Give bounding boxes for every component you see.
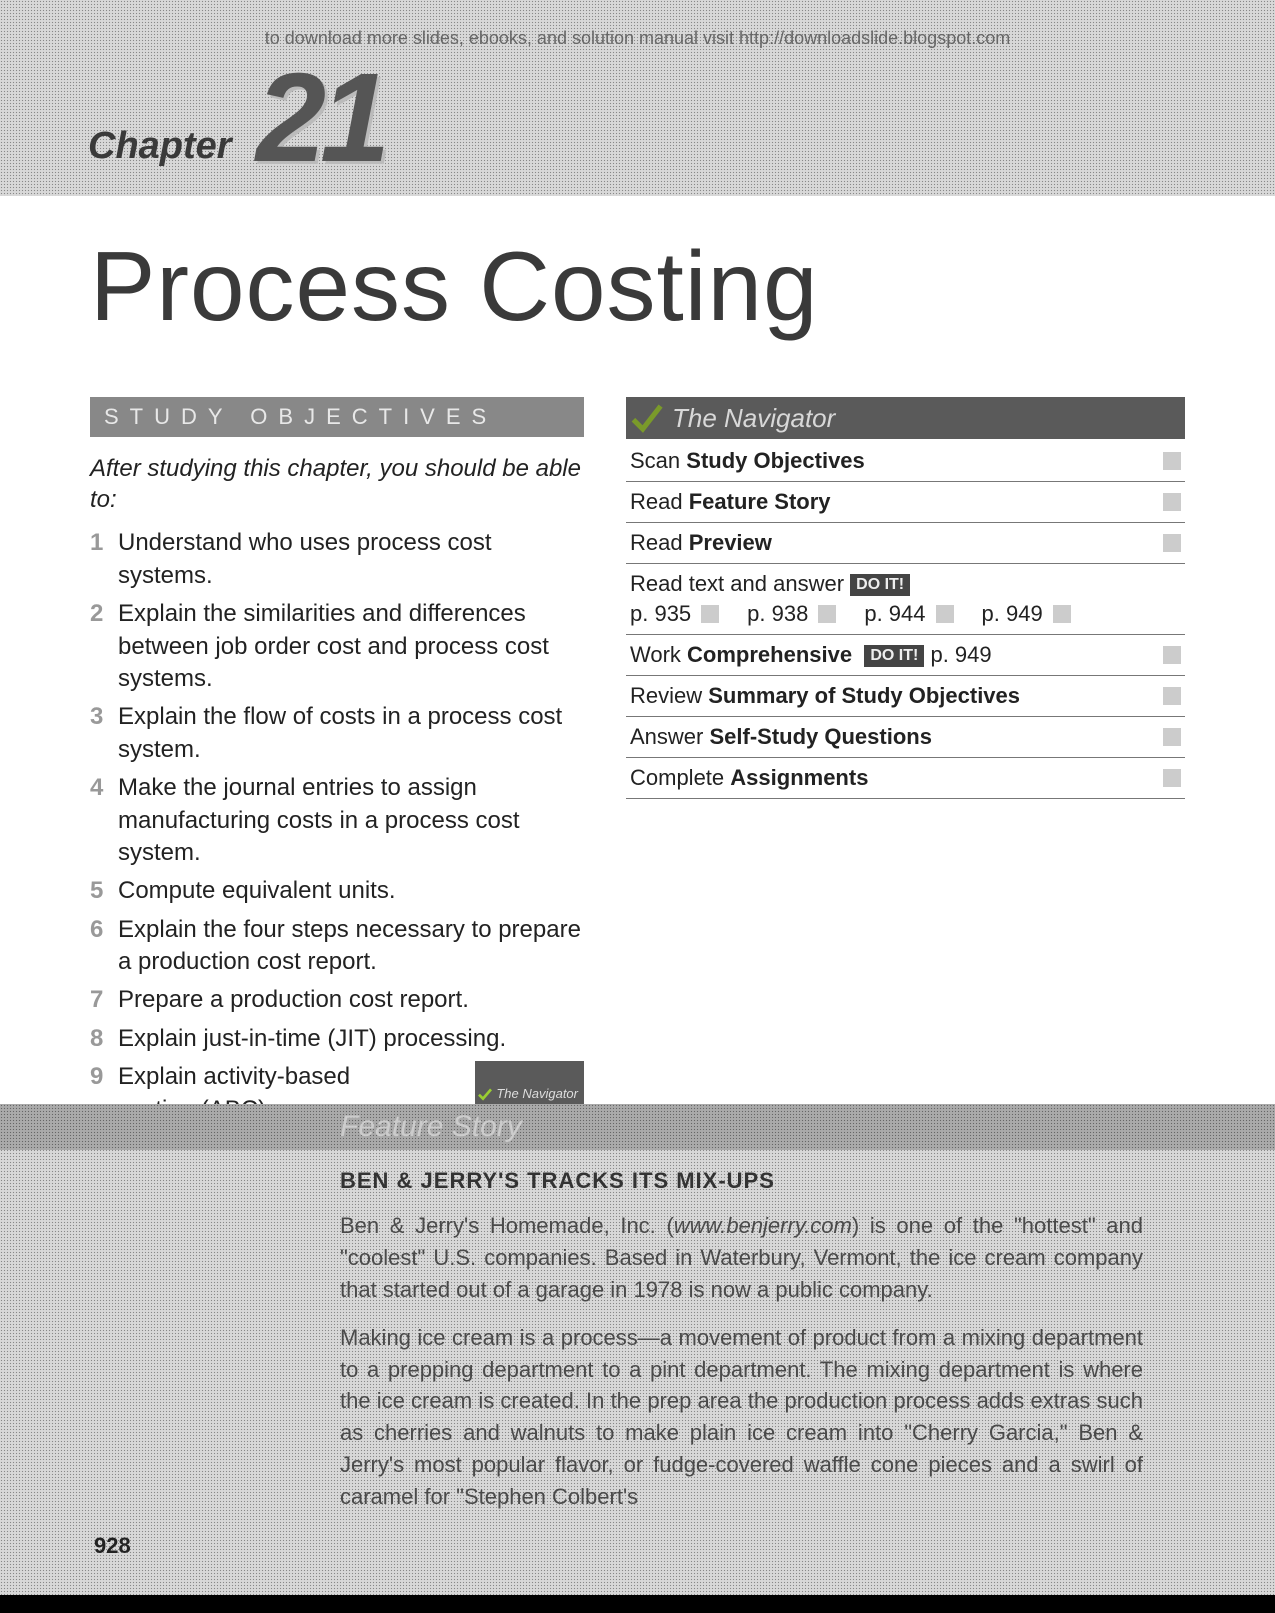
checkmark-icon: [477, 1086, 493, 1102]
navigator-checkbox[interactable]: [818, 605, 836, 623]
objective-text: Explain just-in-time (JIT) processing.: [118, 1023, 584, 1055]
navigator-row-text: Read Feature Story: [630, 489, 1163, 515]
navigator-row-text: Read Preview: [630, 530, 1163, 556]
navigator-checkbox[interactable]: [936, 605, 954, 623]
feature-story-header-bar: Feature Story: [0, 1104, 1275, 1150]
navigator-row: Scan Study Objectives: [626, 441, 1185, 482]
feature-story-url: www.benjerry.com: [674, 1213, 852, 1238]
chapter-banner: to download more slides, ebooks, and sol…: [0, 0, 1275, 196]
feature-story-body: BEN & JERRY'S TRACKS ITS MIX-UPS Ben & J…: [0, 1150, 1275, 1513]
navigator-row: Review Summary of Study Objectives: [626, 676, 1185, 717]
navigator-row: Answer Self-Study Questions: [626, 717, 1185, 758]
download-link-text: to download more slides, ebooks, and sol…: [0, 28, 1275, 49]
objective-item: 2Explain the similarities and difference…: [90, 598, 584, 695]
navigator-page-refs: p. 935 p. 938 p. 944 p. 949: [630, 601, 1181, 627]
navigator-row-text: Read text and answer DO IT!: [630, 571, 1181, 597]
navigator-header-label: The Navigator: [672, 403, 835, 434]
objective-number: 3: [90, 701, 118, 766]
page-ref: p. 944: [864, 601, 925, 627]
objective-text: Explain the similarities and differences…: [118, 598, 584, 695]
objectives-intro: After studying this chapter, you should …: [90, 453, 584, 515]
navigator-row: Read Feature Story: [626, 482, 1185, 523]
objective-number: 4: [90, 772, 118, 869]
objectives-list: 1Understand who uses process cost system…: [90, 527, 584, 1126]
objective-item: 3Explain the flow of costs in a process …: [90, 701, 584, 766]
objective-item: 5Compute equivalent units.: [90, 875, 584, 907]
page-ref: p. 949: [982, 601, 1043, 627]
page-bottom-strip: [0, 1595, 1275, 1613]
navigator-row-text: Complete Assignments: [630, 765, 1163, 791]
two-column-layout: STUDY OBJECTIVES After studying this cha…: [0, 397, 1275, 1132]
navigator-row-text: Work Comprehensive DO IT! p. 949: [630, 642, 1163, 668]
objective-item: 8Explain just-in-time (JIT) processing.: [90, 1023, 584, 1055]
objective-text: Make the journal entries to assign manuf…: [118, 772, 584, 869]
objective-number: 8: [90, 1023, 118, 1055]
navigator-checkbox[interactable]: [1163, 646, 1181, 664]
navigator-row-text: Scan Study Objectives: [630, 448, 1163, 474]
doit-badge: DO IT!: [864, 645, 924, 667]
navigator-row: Work Comprehensive DO IT! p. 949: [626, 635, 1185, 676]
objective-item: 7Prepare a production cost report.: [90, 984, 584, 1016]
navigator-checkbox[interactable]: [1163, 452, 1181, 470]
feature-story-title: BEN & JERRY'S TRACKS ITS MIX-UPS: [340, 1168, 1143, 1194]
navigator-checkbox[interactable]: [1163, 769, 1181, 787]
navigator-checkbox[interactable]: [1163, 493, 1181, 511]
objective-item: 6Explain the four steps necessary to pre…: [90, 914, 584, 979]
navigator-checkbox[interactable]: [1163, 534, 1181, 552]
objective-number: 1: [90, 527, 118, 592]
page-ref: p. 938: [747, 601, 808, 627]
objective-text: Prepare a production cost report.: [118, 984, 584, 1016]
navigator-badge-label: The Navigator: [496, 1085, 578, 1103]
navigator-checkbox[interactable]: [1053, 605, 1071, 623]
objective-text: Understand who uses process cost systems…: [118, 527, 584, 592]
page-number: 928: [94, 1533, 131, 1559]
feature-story-paragraph: Making ice cream is a process—a movement…: [340, 1322, 1143, 1513]
checkmark-icon: [630, 401, 664, 435]
navigator-row: Read Preview: [626, 523, 1185, 564]
doit-badge: DO IT!: [850, 574, 910, 596]
study-objectives-column: STUDY OBJECTIVES After studying this cha…: [90, 397, 584, 1132]
chapter-title: Process Costing: [90, 230, 1275, 343]
navigator-row-text: Answer Self-Study Questions: [630, 724, 1163, 750]
feature-story-paragraph: Ben & Jerry's Homemade, Inc. (www.benjer…: [340, 1210, 1143, 1306]
objective-text: Explain the flow of costs in a process c…: [118, 701, 584, 766]
navigator-column: The Navigator Scan Study Objectives Read…: [626, 397, 1185, 1132]
study-objectives-header: STUDY OBJECTIVES: [90, 397, 584, 437]
navigator-checkbox[interactable]: [1163, 728, 1181, 746]
page-ref: p. 935: [630, 601, 691, 627]
feature-story-header-label: Feature Story: [340, 1110, 522, 1144]
objective-text: Explain the four steps necessary to prep…: [118, 914, 584, 979]
objective-item: 4Make the journal entries to assign manu…: [90, 772, 584, 869]
objective-number: 5: [90, 875, 118, 907]
navigator-checkbox[interactable]: [1163, 687, 1181, 705]
chapter-number: 21: [256, 45, 384, 190]
objective-item: 1Understand who uses process cost system…: [90, 527, 584, 592]
navigator-row-doit: Read text and answer DO IT! p. 935 p. 93…: [626, 564, 1185, 635]
navigator-checkbox[interactable]: [701, 605, 719, 623]
objective-number: 7: [90, 984, 118, 1016]
objective-text: Compute equivalent units.: [118, 875, 584, 907]
objective-number: 6: [90, 914, 118, 979]
chapter-label: Chapter: [88, 125, 232, 168]
navigator-row-text: Review Summary of Study Objectives: [630, 683, 1163, 709]
navigator-header: The Navigator: [626, 397, 1185, 439]
objective-number: 2: [90, 598, 118, 695]
navigator-row: Complete Assignments: [626, 758, 1185, 799]
feature-story-section: Feature Story BEN & JERRY'S TRACKS ITS M…: [0, 1104, 1275, 1595]
